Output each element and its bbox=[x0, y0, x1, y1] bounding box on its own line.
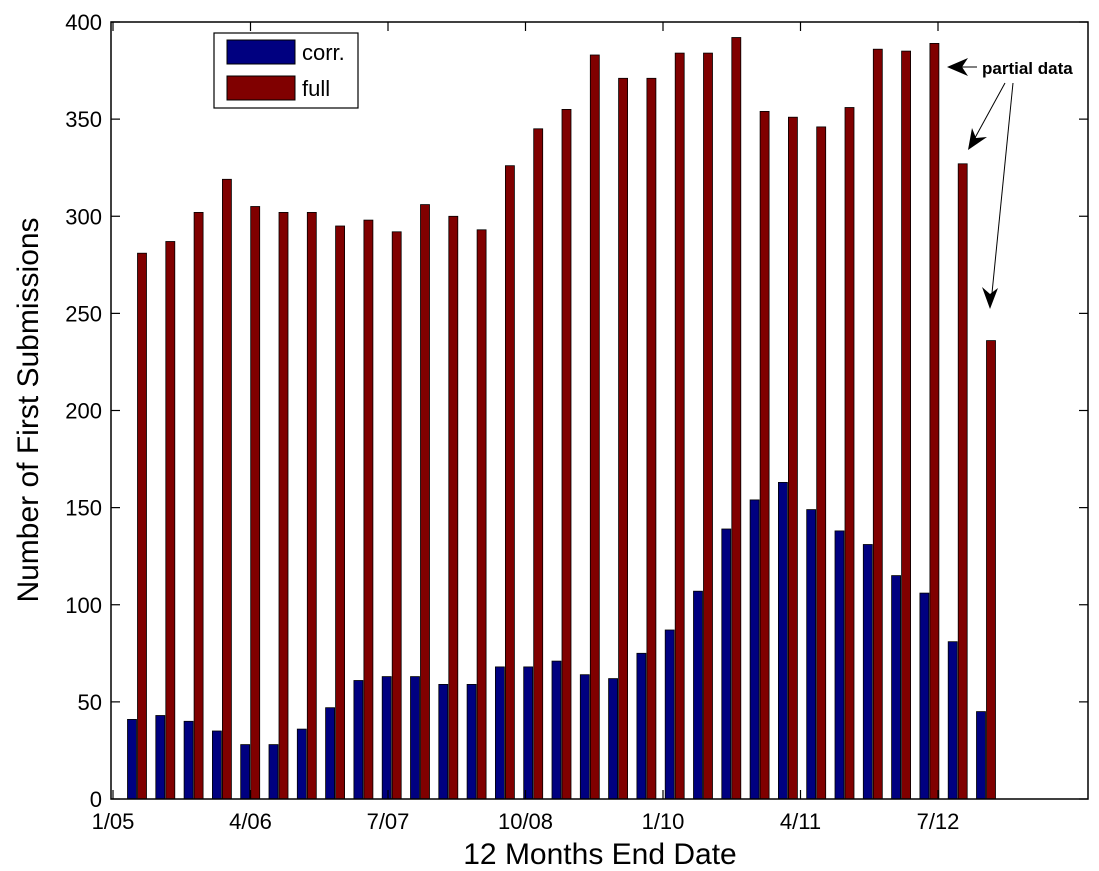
bar-corr-5 bbox=[268, 744, 279, 800]
legend-swatch-corr bbox=[226, 39, 296, 65]
bar-corr-27 bbox=[891, 575, 901, 800]
bar-corr-6 bbox=[296, 728, 307, 800]
bar-corr-13 bbox=[494, 666, 505, 800]
bar-full-29 bbox=[957, 163, 968, 800]
x-tick-label-3: 10/08 bbox=[498, 809, 553, 834]
bar-corr-12 bbox=[466, 684, 477, 800]
bar-corr-11 bbox=[438, 684, 449, 800]
y-tick-label-200: 200 bbox=[65, 399, 102, 424]
annotation-arrow-3 bbox=[990, 82, 1014, 304]
bar-full-8 bbox=[363, 219, 374, 800]
y-tick-label-400: 400 bbox=[65, 10, 102, 35]
bar-corr-8 bbox=[353, 680, 364, 800]
legend-label-full: full bbox=[302, 76, 330, 101]
bar-corr-9 bbox=[381, 676, 392, 800]
bar-full-17 bbox=[618, 77, 628, 800]
bar-full-22 bbox=[759, 111, 770, 800]
y-tick-label-300: 300 bbox=[65, 204, 102, 229]
bar-full-10 bbox=[420, 204, 430, 800]
x-tick-label-5: 4/11 bbox=[780, 809, 821, 834]
bar-corr-2 bbox=[183, 720, 194, 800]
y-tick-label-350: 350 bbox=[65, 107, 102, 132]
bar-full-2 bbox=[193, 211, 204, 800]
bar-full-16 bbox=[589, 54, 600, 800]
bar-full-27 bbox=[901, 50, 911, 800]
annotation-arrowhead-2 bbox=[968, 128, 987, 150]
bar-full-12 bbox=[476, 229, 487, 800]
annotation-arrowhead-1 bbox=[947, 58, 968, 76]
bar-full-21 bbox=[731, 37, 742, 800]
bar-full-18 bbox=[646, 77, 657, 800]
y-tick-label-0: 0 bbox=[90, 787, 102, 812]
bar-full-13 bbox=[504, 165, 515, 800]
bar-corr-20 bbox=[693, 590, 703, 800]
bar-full-9 bbox=[391, 231, 402, 800]
bar-corr-15 bbox=[551, 660, 562, 800]
bar-corr-24 bbox=[806, 509, 817, 800]
bar-corr-23 bbox=[778, 481, 788, 800]
bar-corr-22 bbox=[749, 499, 760, 800]
bar-full-15 bbox=[561, 109, 572, 800]
bar-full-1 bbox=[165, 241, 176, 800]
legend-swatch-full bbox=[226, 75, 296, 101]
x-tick-label-4: 1/10 bbox=[642, 809, 685, 834]
annotation-arrowhead-3 bbox=[982, 287, 998, 309]
bar-corr-0 bbox=[127, 719, 137, 800]
y-axis-label: Number of First Submissions bbox=[12, 217, 45, 602]
annotation-arrow-2 bbox=[969, 82, 1006, 148]
bar-corr-21 bbox=[721, 528, 732, 800]
bar-corr-28 bbox=[919, 592, 930, 800]
y-tick-label-100: 100 bbox=[65, 593, 102, 618]
bar-full-7 bbox=[335, 225, 346, 800]
bar-full-6 bbox=[306, 211, 317, 800]
bar-full-4 bbox=[250, 206, 261, 800]
bar-corr-19 bbox=[664, 629, 675, 800]
bar-corr-14 bbox=[523, 666, 534, 800]
bar-corr-17 bbox=[608, 678, 618, 800]
bar-full-26 bbox=[872, 48, 883, 800]
bar-full-20 bbox=[703, 52, 713, 800]
bar-full-11 bbox=[448, 215, 459, 800]
legend: corr. full bbox=[213, 32, 359, 109]
bar-corr-18 bbox=[636, 652, 647, 800]
x-axis-label: 12 Months End Date bbox=[463, 838, 737, 871]
partial-data-annotation: partial data bbox=[947, 58, 1073, 309]
x-tick-label-6: 7/12 bbox=[917, 809, 960, 834]
bar-corr-26 bbox=[862, 544, 873, 800]
bar-corr-1 bbox=[155, 715, 166, 800]
x-axis: 1/05 4/06 7/07 10/08 1/10 4/11 7/12 bbox=[92, 22, 960, 834]
bar-full-24 bbox=[816, 126, 827, 800]
bar-corr-10 bbox=[410, 676, 420, 800]
bar-corr-16 bbox=[579, 674, 590, 800]
x-tick-label-1: 4/06 bbox=[229, 809, 272, 834]
y-tick-label-50: 50 bbox=[78, 690, 102, 715]
bar-full-14 bbox=[533, 128, 544, 800]
bar-full-19 bbox=[674, 52, 685, 800]
legend-label-corr: corr. bbox=[302, 40, 345, 65]
bar-full-0 bbox=[137, 252, 147, 800]
bar-full-25 bbox=[844, 107, 855, 800]
x-tick-label-0: 1/05 bbox=[92, 809, 135, 834]
y-tick-label-250: 250 bbox=[65, 301, 102, 326]
bar-full-23 bbox=[788, 116, 798, 800]
x-tick-label-2: 7/07 bbox=[367, 809, 410, 834]
bar-full-30 bbox=[986, 340, 996, 800]
bar-corr-7 bbox=[325, 707, 336, 800]
annotation-text: partial data bbox=[982, 59, 1073, 78]
bar-full-3 bbox=[221, 178, 232, 800]
y-tick-label-150: 150 bbox=[65, 496, 102, 521]
bar-full-5 bbox=[278, 211, 289, 800]
bar-corr-30 bbox=[976, 711, 986, 800]
bar-corr-25 bbox=[834, 530, 845, 800]
bar-full-28 bbox=[929, 43, 940, 800]
bars-group bbox=[127, 37, 996, 800]
y-axis: 0 50 100 150 200 250 300 350 400 bbox=[65, 10, 1088, 812]
bar-corr-4 bbox=[240, 744, 251, 800]
bar-corr-3 bbox=[211, 730, 222, 800]
bar-corr-29 bbox=[947, 641, 958, 800]
